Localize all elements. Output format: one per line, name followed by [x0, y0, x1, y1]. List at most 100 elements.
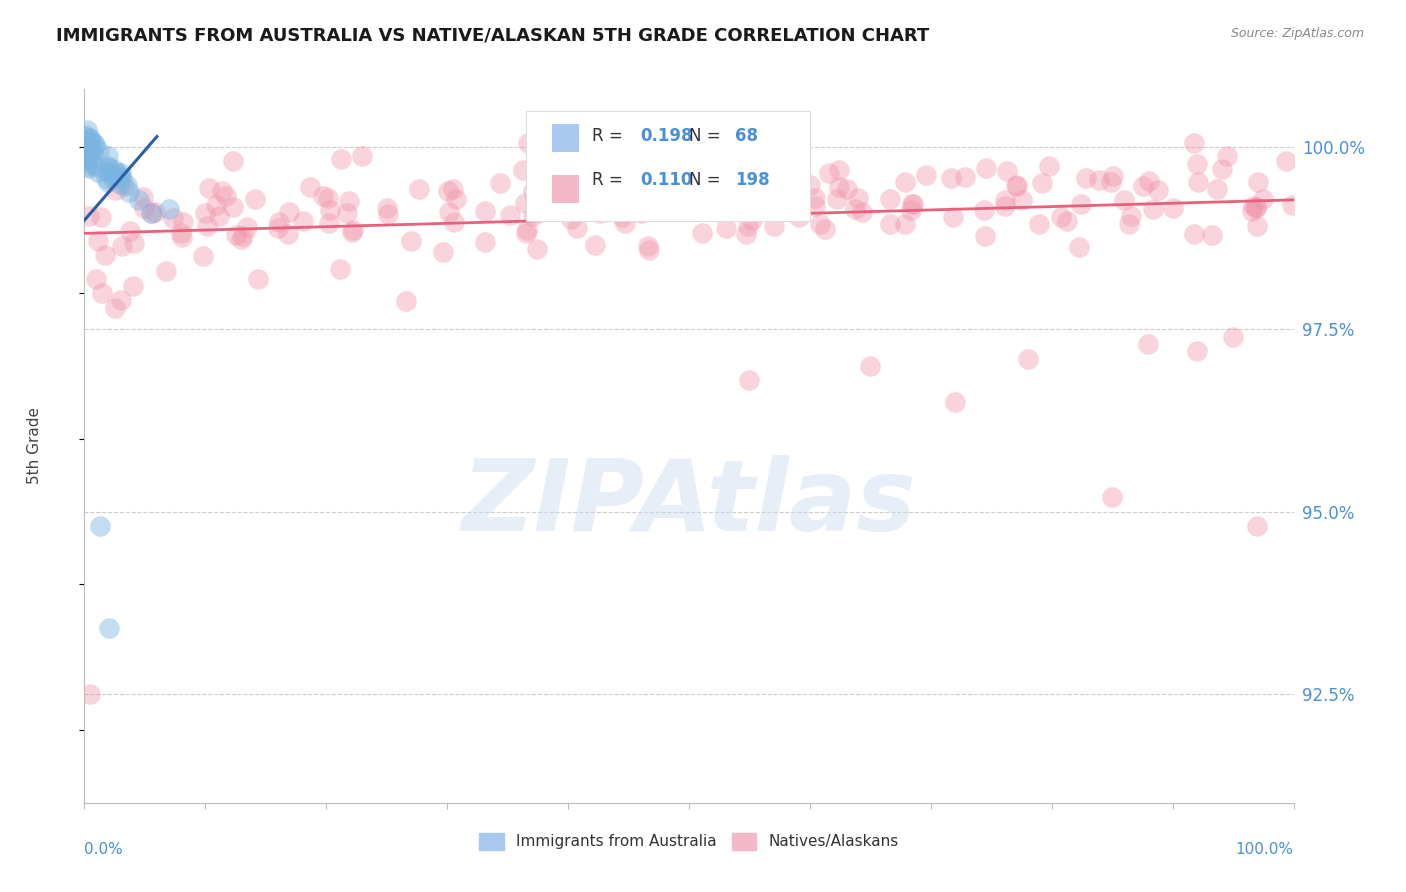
Point [783, 196, 806, 211]
Point [1281, 198, 1303, 212]
Point [522, 209, 544, 223]
Point [1031, 176, 1053, 190]
Point [851, 205, 873, 219]
Point [77, 138, 100, 153]
Point [1147, 183, 1170, 197]
Legend: Immigrants from Australia, Natives/Alaskans: Immigrants from Australia, Natives/Alask… [472, 827, 905, 855]
Point [97, 175, 120, 189]
Point [474, 204, 496, 219]
Point [195, 219, 218, 234]
Point [76, 145, 98, 159]
Point [605, 196, 627, 211]
Point [859, 359, 882, 373]
Point [1241, 199, 1264, 213]
Point [1222, 330, 1244, 344]
Point [110, 166, 132, 180]
Point [75, 144, 97, 158]
Point [560, 211, 582, 226]
Point [444, 192, 467, 206]
Point [76, 144, 98, 158]
Text: R =: R = [592, 127, 628, 145]
Point [441, 182, 464, 196]
Point [814, 222, 837, 236]
Point [1121, 209, 1143, 223]
Point [901, 197, 924, 211]
Point [225, 227, 247, 242]
Point [76, 138, 98, 153]
Point [808, 217, 831, 231]
Point [678, 178, 700, 193]
Point [73, 135, 96, 149]
Point [1067, 240, 1090, 254]
Point [915, 168, 938, 182]
Point [319, 202, 342, 217]
Point [1185, 344, 1208, 359]
Point [1074, 171, 1097, 186]
Point [75, 143, 97, 157]
Point [111, 171, 134, 186]
Point [1011, 193, 1033, 207]
Point [267, 221, 290, 235]
Point [97, 621, 120, 635]
Point [246, 271, 269, 285]
Point [703, 157, 725, 171]
Point [337, 194, 360, 208]
Point [172, 230, 194, 244]
Point [741, 213, 763, 227]
Text: 198: 198 [735, 171, 769, 189]
Point [79, 143, 101, 157]
Point [562, 184, 585, 198]
Point [827, 180, 849, 194]
Point [1101, 169, 1123, 184]
Point [974, 229, 997, 244]
Point [1184, 136, 1206, 150]
Point [526, 243, 548, 257]
Point [77, 209, 100, 223]
Point [298, 179, 321, 194]
Point [565, 221, 588, 235]
Point [269, 215, 291, 229]
Point [737, 219, 759, 233]
Point [1017, 351, 1039, 366]
Point [121, 278, 143, 293]
Point [79, 161, 101, 175]
Point [1251, 192, 1274, 206]
Point [76, 160, 98, 174]
Point [75, 145, 97, 160]
Point [583, 238, 606, 252]
Text: ZIPAtlas: ZIPAtlas [461, 455, 917, 551]
Point [1244, 200, 1267, 214]
Point [194, 206, 217, 220]
Point [91, 286, 114, 301]
Point [170, 227, 193, 241]
Point [1137, 174, 1160, 188]
FancyBboxPatch shape [553, 175, 579, 203]
Point [75, 136, 97, 150]
Point [1056, 213, 1078, 227]
Point [1132, 179, 1154, 194]
Point [76, 151, 98, 165]
Point [803, 199, 825, 213]
Point [118, 185, 141, 199]
Point [73, 130, 96, 145]
Point [1088, 173, 1111, 187]
Point [97, 149, 120, 163]
Point [329, 152, 352, 166]
Point [101, 170, 124, 185]
Point [637, 239, 659, 253]
Point [1247, 175, 1270, 189]
Text: N =: N = [689, 171, 725, 189]
Point [695, 195, 717, 210]
Point [336, 206, 359, 220]
Point [134, 201, 156, 215]
Point [614, 216, 637, 230]
Point [997, 164, 1019, 178]
Point [329, 261, 352, 276]
Point [75, 136, 97, 150]
Point [86, 271, 108, 285]
Point [799, 178, 821, 193]
Point [75, 144, 97, 158]
Point [531, 182, 554, 196]
Point [105, 166, 128, 180]
Text: Source: ZipAtlas.com: Source: ZipAtlas.com [1230, 27, 1364, 40]
